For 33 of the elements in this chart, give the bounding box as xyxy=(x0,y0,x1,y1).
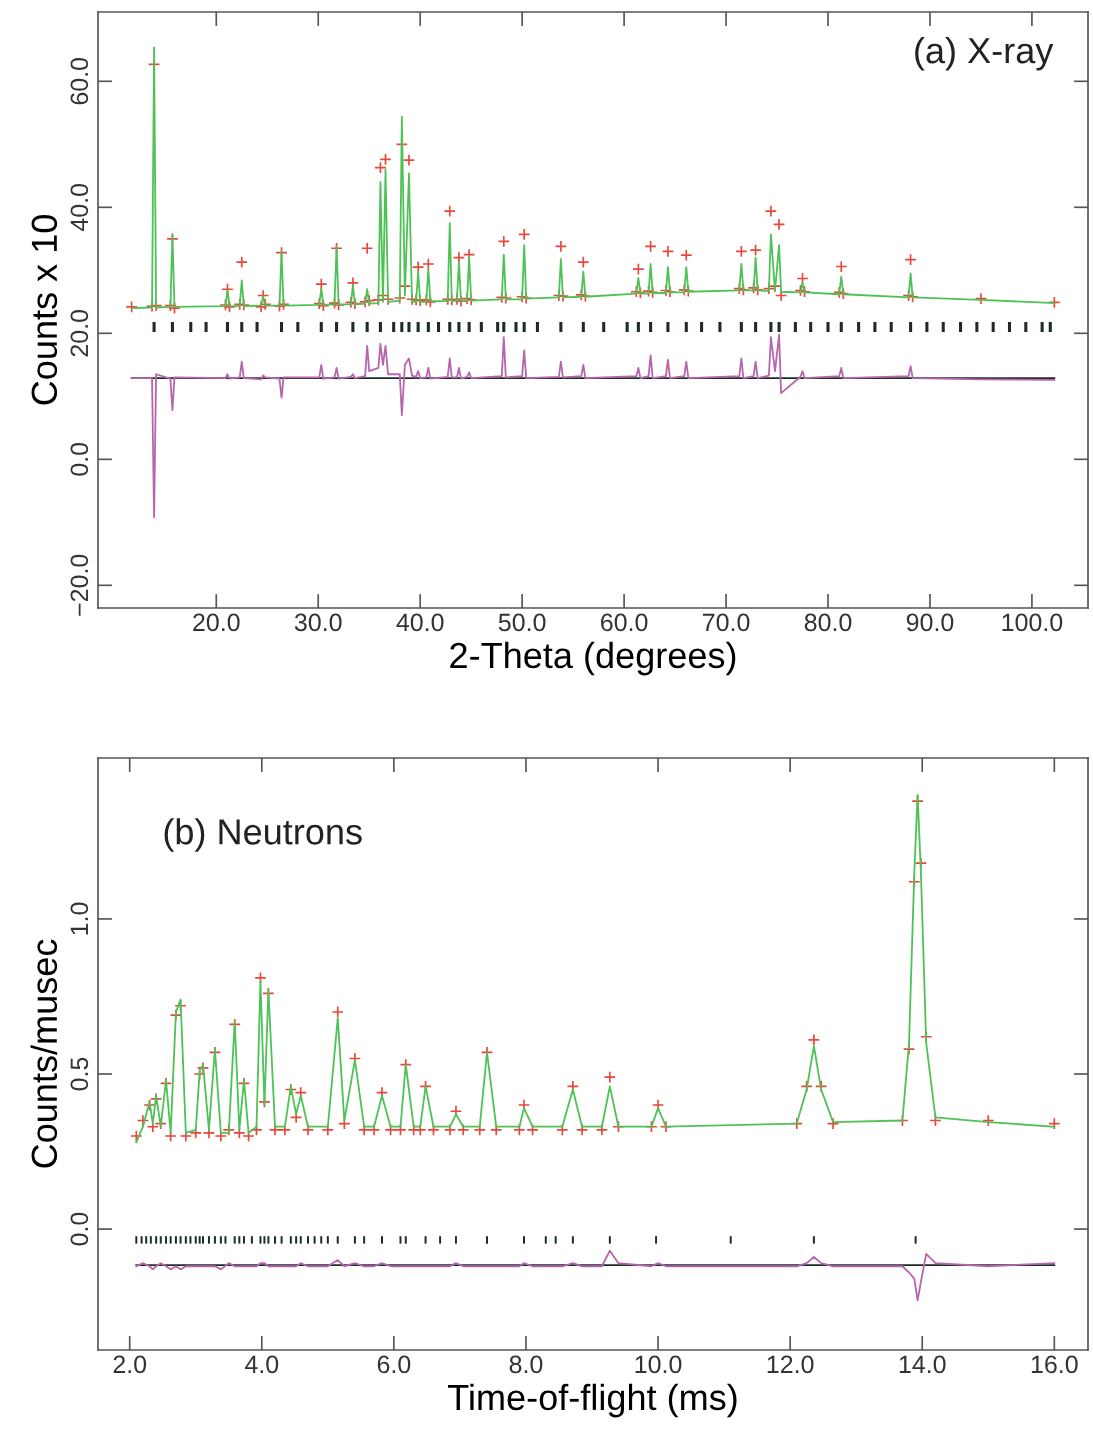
x-tick-label: 60.0 xyxy=(601,613,648,632)
line-series xyxy=(130,333,1056,519)
x-axis-title: 2-Theta (degrees) xyxy=(450,641,736,676)
y-tick-label: 20.0 xyxy=(70,309,89,357)
x-tick-label: 50.0 xyxy=(498,613,546,632)
x-tick-label: 16.0 xyxy=(1031,1355,1078,1374)
x-tick-label: 12.0 xyxy=(767,1355,814,1374)
line-series xyxy=(135,1249,1056,1302)
x-axis-title: Time-of-flight (ms) xyxy=(448,1383,737,1418)
y-tick-label: 60.0 xyxy=(70,57,89,105)
y-tick-label: 0.0 xyxy=(70,1212,89,1246)
x-tick-label: 2.0 xyxy=(113,1355,147,1374)
x-tick-label: 30.0 xyxy=(294,613,342,632)
x-tick-label: 70.0 xyxy=(703,613,750,632)
y-axis-title: Counts x 10 xyxy=(31,215,58,405)
x-tick-label: 90.0 xyxy=(906,613,954,632)
x-tick-label: 10.0 xyxy=(635,1355,682,1374)
x-tick-label: 14.0 xyxy=(899,1355,946,1374)
y-tick-label: 40.0 xyxy=(70,183,89,232)
x-tick-label: 4.0 xyxy=(244,1355,279,1374)
y-axis-title: Counts/musec xyxy=(30,939,58,1168)
x-tick-label: 20.0 xyxy=(193,613,240,632)
y-tick-label: 0.0 xyxy=(70,442,89,476)
x-tick-label: 80.0 xyxy=(804,613,852,632)
y-tick-label: −20.0 xyxy=(70,554,89,616)
x-tick-label: 6.0 xyxy=(377,1355,411,1374)
x-tick-label: 8.0 xyxy=(509,1355,543,1374)
x-tick-label: 100.0 xyxy=(1002,613,1063,632)
annotation: (a) X-ray xyxy=(915,36,1054,71)
y-tick-label: 0.5 xyxy=(70,1057,89,1091)
x-tick-label: 40.0 xyxy=(396,613,444,632)
y-tick-label: 1.0 xyxy=(70,902,89,935)
annotation: (b) Neutrons xyxy=(164,818,362,852)
